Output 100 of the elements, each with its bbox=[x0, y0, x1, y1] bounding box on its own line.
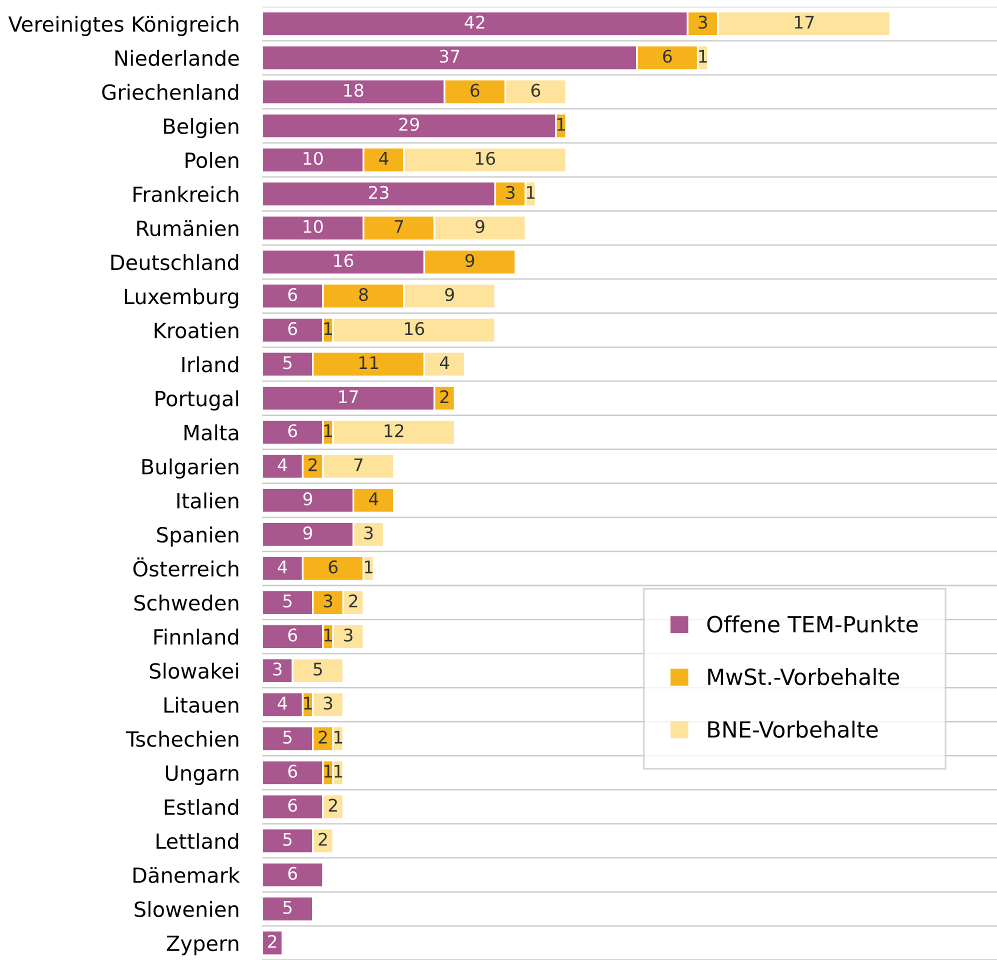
data-label: 8 bbox=[359, 288, 368, 302]
data-label: 1 bbox=[334, 730, 342, 744]
data-label: 6 bbox=[288, 288, 298, 302]
data-label: 5 bbox=[283, 356, 292, 370]
data-label: 16 bbox=[476, 152, 496, 165]
data-label: 2 bbox=[268, 934, 276, 948]
y-tick-label: Finnland bbox=[154, 628, 238, 645]
data-label: 3 bbox=[324, 594, 332, 608]
data-label: 10 bbox=[304, 152, 323, 165]
data-label: 11 bbox=[359, 356, 378, 369]
data-label: 4 bbox=[368, 492, 378, 506]
data-label: 10 bbox=[304, 220, 323, 234]
data-label: 6 bbox=[288, 628, 298, 642]
y-tick-label: Dänemark bbox=[134, 866, 240, 884]
y-tick-label: Italien bbox=[177, 492, 238, 509]
data-label: 42 bbox=[464, 16, 484, 29]
data-label: 29 bbox=[399, 118, 419, 131]
y-tick-label: Kroatien bbox=[154, 322, 238, 338]
data-label: 16 bbox=[334, 254, 354, 268]
y-tick-label: Ungarn bbox=[166, 765, 238, 785]
data-label: 4 bbox=[278, 696, 288, 710]
y-tick-label: Bulgarien bbox=[142, 458, 238, 479]
data-label: 4 bbox=[379, 152, 388, 165]
data-label: 9 bbox=[445, 288, 454, 302]
data-label: 2 bbox=[318, 730, 327, 744]
data-label: 4 bbox=[440, 356, 450, 369]
legend-label: MwSt.-Vorbehalte bbox=[708, 668, 900, 686]
y-tick-label: Slowenien bbox=[134, 901, 238, 918]
y-tick-label: Slowakei bbox=[150, 662, 238, 679]
data-label: 2 bbox=[349, 594, 358, 608]
data-label: 6 bbox=[288, 866, 298, 880]
data-label: 5 bbox=[283, 730, 292, 744]
data-label: 17 bbox=[339, 390, 358, 404]
data-label: 1 bbox=[557, 118, 565, 131]
data-label: 1 bbox=[324, 424, 332, 438]
y-tick-label: Vereinigtes Königreich bbox=[8, 16, 238, 36]
y-tick-label: Polen bbox=[186, 152, 238, 168]
y-tick-label: Österreich bbox=[133, 557, 238, 577]
data-label: 3 bbox=[364, 526, 373, 540]
data-label: 4 bbox=[278, 560, 288, 574]
data-label: 1 bbox=[699, 50, 707, 63]
data-label: 5 bbox=[283, 832, 292, 846]
y-tick-label: Schweden bbox=[134, 594, 238, 611]
data-label: 2 bbox=[440, 390, 448, 404]
y-tick-label: Litauen bbox=[164, 696, 238, 713]
data-label: 2 bbox=[318, 832, 327, 846]
data-label: 1 bbox=[324, 764, 332, 778]
data-label: 2 bbox=[308, 458, 317, 472]
bar bbox=[262, 896, 314, 922]
bar bbox=[262, 862, 324, 888]
data-label: 6 bbox=[328, 560, 338, 574]
data-label: 2 bbox=[328, 798, 337, 812]
y-tick-label: Griechenland bbox=[102, 84, 238, 100]
data-label: 7 bbox=[354, 458, 362, 472]
data-label: 6 bbox=[470, 84, 480, 97]
legend-label: BNE-Vorbehalte bbox=[708, 720, 878, 738]
y-tick-label: Spanien bbox=[157, 526, 238, 547]
y-tick-label: Rumänien bbox=[137, 220, 238, 236]
legend-label: Offene TEM-Punkte bbox=[707, 615, 918, 633]
data-label: 3 bbox=[273, 662, 282, 676]
data-label: 12 bbox=[384, 424, 404, 438]
data-label: 9 bbox=[465, 254, 474, 268]
data-label: 16 bbox=[405, 322, 424, 336]
data-label: 5 bbox=[314, 662, 322, 676]
data-label: 6 bbox=[288, 764, 298, 778]
y-tick-label: Tschechien bbox=[126, 730, 238, 747]
bar bbox=[262, 930, 284, 956]
data-label: 1 bbox=[364, 560, 372, 574]
y-tick-label: Lettland bbox=[156, 832, 238, 850]
y-tick-label: Estland bbox=[164, 798, 238, 816]
y-tick-label: Malta bbox=[184, 424, 238, 441]
data-label: 5 bbox=[283, 901, 292, 914]
data-label: 9 bbox=[303, 492, 312, 506]
data-label: 4 bbox=[278, 458, 288, 472]
data-label: 9 bbox=[303, 526, 312, 540]
data-label: 3 bbox=[698, 16, 707, 29]
data-label: 3 bbox=[324, 696, 332, 710]
y-tick-label: Niederlande bbox=[115, 50, 239, 66]
data-label: 7 bbox=[394, 220, 403, 233]
data-label: 1 bbox=[324, 322, 332, 335]
y-tick-label: Frankreich bbox=[134, 186, 238, 202]
data-label: 6 bbox=[663, 50, 672, 63]
data-label: 18 bbox=[344, 84, 364, 97]
y-tick-label: Zypern bbox=[166, 936, 238, 956]
data-label: 5 bbox=[283, 594, 292, 608]
data-label: 6 bbox=[288, 798, 298, 812]
data-label: 6 bbox=[288, 322, 298, 336]
data-label: 1 bbox=[334, 764, 342, 778]
data-label: 6 bbox=[288, 424, 298, 438]
y-tick-label: Portugal bbox=[156, 390, 238, 410]
y-tick-label: Belgien bbox=[164, 118, 238, 138]
data-label: 37 bbox=[440, 50, 460, 63]
y-tick-label: Irland bbox=[182, 356, 238, 372]
y-tick-label: Luxemburg bbox=[124, 288, 238, 308]
data-label: 9 bbox=[476, 220, 484, 234]
data-label: 17 bbox=[794, 16, 814, 29]
data-label: 6 bbox=[531, 84, 540, 97]
data-label: 3 bbox=[506, 186, 515, 200]
data-label: 3 bbox=[344, 628, 352, 642]
data-label: 1 bbox=[324, 628, 332, 642]
